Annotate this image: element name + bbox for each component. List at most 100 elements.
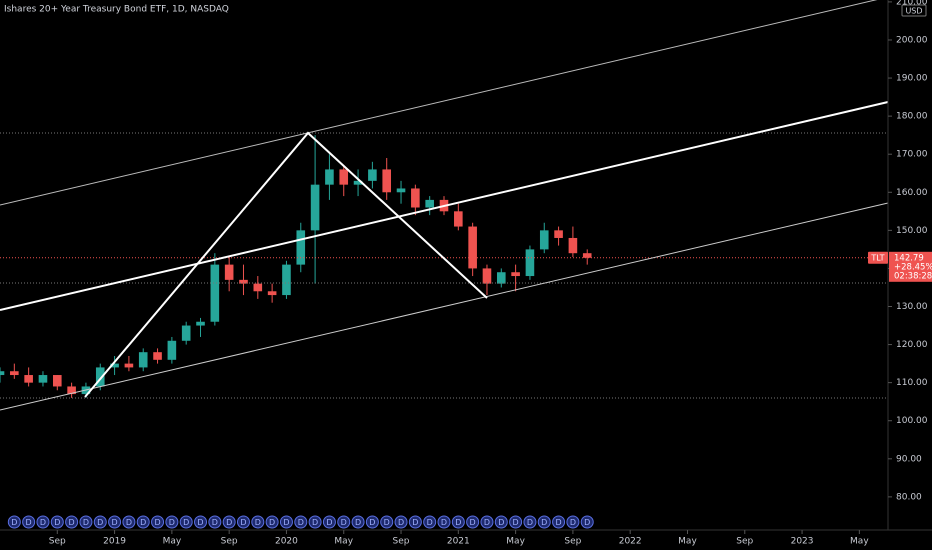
dividend-icon [79,515,93,529]
x-tick-label: Sep [221,537,238,547]
dividend-label: D [513,518,519,527]
dividend-label: D [369,518,375,527]
x-tick-label: 2019 [103,537,126,547]
candle-body [67,386,76,395]
x-tick-label: 2020 [275,537,298,547]
candle-body [253,283,263,292]
candle-body [24,375,33,383]
dividend-icon [151,515,165,529]
dividend-label: D [26,518,32,527]
x-tick-label: Sep [564,537,581,547]
dividend-icon [65,515,79,529]
candle-body [95,367,105,387]
dividend-label: D [398,518,404,527]
candle-body [239,279,248,284]
candle-body [568,237,578,254]
dividend-label: D [126,518,132,527]
dividend-label: D [555,518,561,527]
x-tick-label: 2021 [447,537,470,547]
dividend-icon [380,515,394,529]
dividend-label: D [269,518,275,527]
dividend-icon [122,515,136,529]
dividend-label: D [384,518,390,527]
dividend-icon [537,515,551,529]
x-tick-label: Sep [49,537,66,547]
candle-body [468,226,477,269]
dividend-icon [179,515,193,529]
candle-body [10,371,19,376]
dividend-label: D [197,518,203,527]
price-tag-value: 142.79 [894,253,924,263]
plot-area [0,135,888,398]
x-tick-label: Sep [393,537,410,547]
y-tick-label: 120.00 [896,340,928,350]
dividend-icon [208,515,222,529]
candle-body [539,230,549,250]
candle-body [296,230,306,265]
candle-body [582,253,592,258]
y-tick-label: 90.00 [896,454,922,464]
y-tick-label: 130.00 [896,302,928,312]
y-tick-label: 160.00 [896,188,928,198]
candle-body [181,325,191,341]
dividend-icon [552,515,566,529]
dividend-label: D [240,518,246,527]
dividend-icon [265,515,279,529]
dividend-label: D [298,518,304,527]
y-tick-label: 170.00 [896,150,928,160]
dividend-icon [365,515,379,529]
dividend-icon [408,515,422,529]
dividend-label: D [570,518,576,527]
price-tag [889,251,932,282]
dividend-label: D [326,518,332,527]
candle-body [153,352,162,360]
y-tick-label: 80.00 [896,492,922,502]
y-tick-label: 190.00 [896,74,928,84]
candle-body [411,188,420,208]
dividend-icon [108,515,122,529]
dividend-label: D [441,518,447,527]
pitchfork-handle [84,131,488,398]
x-tick-label: 2022 [619,537,642,547]
dividend-label: D [111,518,117,527]
x-tick-label: May [334,537,353,547]
dividend-label: D [455,518,461,527]
dividend-icon [480,515,494,529]
dividend-icon [36,515,50,529]
x-tick-label: May [506,537,525,547]
dividend-label: D [40,518,46,527]
y-tick-label: 110.00 [896,378,928,388]
dividend-label: D [498,518,504,527]
y-tick-label: 180.00 [896,112,928,122]
price-tag-change: +28.45% [894,262,932,272]
symbol-tag [868,251,888,264]
dividend-label: D [154,518,160,527]
dividend-icon [136,515,150,529]
candle-body [52,375,62,387]
dividend-icon [580,515,594,529]
dividend-icon [7,515,21,529]
candle-body [310,184,320,231]
dividend-icon [251,515,265,529]
y-tick-label: 210.00 [896,0,928,7]
candle-body [224,264,234,280]
dividend-label: D [97,518,103,527]
dividend-icon [194,515,208,529]
candle-body [554,230,563,238]
dividend-label: D [212,518,218,527]
drawings [0,0,889,411]
dividend-icon [322,515,336,529]
pitchfork-upper [0,0,878,206]
dividend-label: D [226,518,232,527]
candle-body [325,169,334,185]
dividend-label: D [584,518,590,527]
candle-body [511,272,520,277]
dividend-icon [337,515,351,529]
dividend-icon [93,515,107,529]
candle-body [339,169,349,185]
candle-body [425,199,434,208]
dividend-label: D [412,518,418,527]
dividend-label: D [470,518,476,527]
